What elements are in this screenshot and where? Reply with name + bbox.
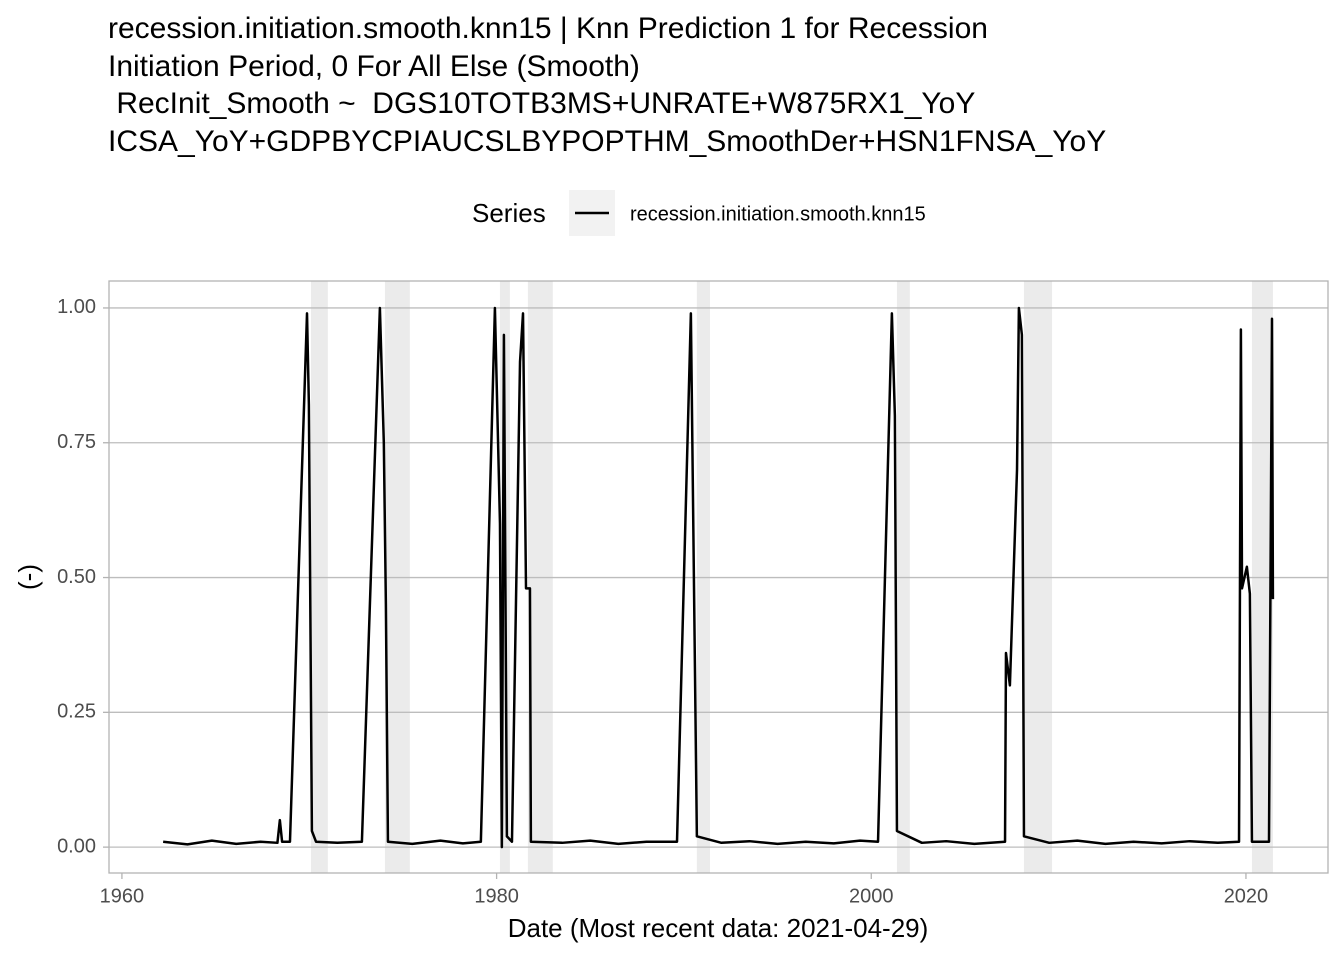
x-tick-label: 1960 <box>100 885 145 907</box>
y-tick-label: 0.50 <box>57 566 96 588</box>
legend-title: Series <box>472 198 546 228</box>
x-tick-label: 2020 <box>1224 885 1269 907</box>
y-tick-label: 0.75 <box>57 431 96 453</box>
series-line <box>163 306 1275 849</box>
chart-title: ICSA_YoY+GDPBYCPIAUCSLBYPOPTHM_SmoothDer… <box>108 125 1106 158</box>
y-tick-label: 0.25 <box>57 701 96 723</box>
chart-title: recession.initiation.smooth.knn15 | Knn … <box>108 12 988 45</box>
chart-title: RecInit_Smooth ~ DGS10TOTB3MS+UNRATE+W87… <box>108 87 975 120</box>
panel-border <box>108 280 1329 874</box>
x-tick-label: 1980 <box>474 885 519 907</box>
x-tick-label: 2000 <box>849 885 894 907</box>
x-axis-label: Date (Most recent data: 2021-04-29) <box>508 913 929 943</box>
y-axis-label: (-) <box>13 564 43 590</box>
y-tick-label: 1.00 <box>57 296 96 318</box>
legend-label: recession.initiation.smooth.knn15 <box>630 203 926 225</box>
y-tick-label: 0.00 <box>57 835 96 857</box>
chart-title: Initiation Period, 0 For All Else (Smoot… <box>108 50 640 83</box>
